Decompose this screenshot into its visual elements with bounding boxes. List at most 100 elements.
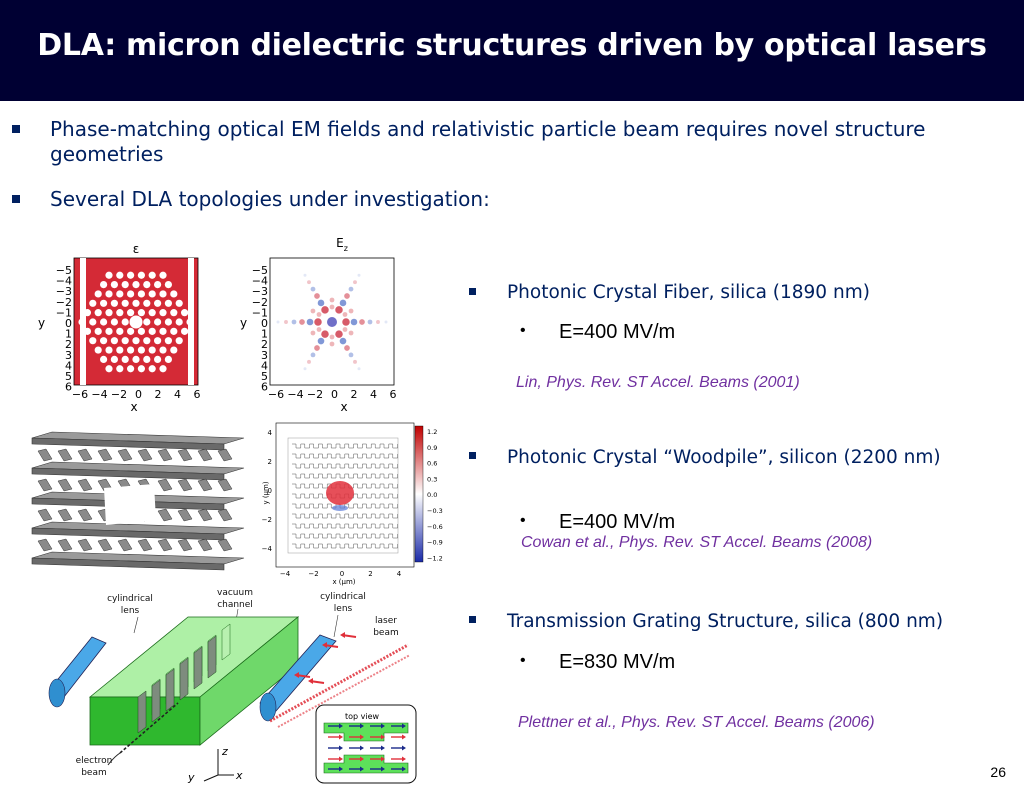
air-hole — [137, 290, 145, 298]
grating-tooth — [207, 635, 217, 679]
air-hole — [94, 309, 102, 317]
air-hole — [175, 337, 183, 345]
tick-label: −4 — [287, 388, 303, 401]
field-arrowhead — [402, 723, 406, 729]
field-arrowhead — [339, 723, 343, 729]
field-lobe — [307, 359, 311, 364]
field-lobe — [344, 345, 350, 351]
field-arrowhead — [402, 734, 406, 740]
vacuum-channel-label-1: vacuum — [217, 588, 253, 598]
grating-teeth — [137, 623, 231, 734]
field-lobe — [353, 280, 357, 285]
topology-grating-citation: Plettner et al., Phys. Rev. ST Accel. Be… — [518, 714, 875, 731]
field-lobe — [353, 359, 357, 364]
air-hole — [164, 337, 172, 345]
tick-label: 0 — [261, 317, 268, 330]
tick-label: −4 — [262, 545, 273, 553]
grating-tooth — [151, 679, 161, 723]
tick-label: 0.3 — [427, 475, 437, 483]
bullet-marker — [469, 288, 476, 295]
field-lobe — [321, 330, 329, 338]
air-hole — [137, 327, 145, 335]
field-lobe — [357, 273, 361, 277]
field-arrowhead — [339, 766, 343, 772]
air-hole — [89, 318, 97, 326]
air-hole — [121, 337, 129, 345]
air-hole — [170, 309, 178, 317]
field-arrowhead — [339, 734, 343, 740]
air-hole — [154, 280, 162, 289]
field-lobe — [317, 299, 325, 307]
air-hole — [186, 318, 194, 326]
field-lobe — [348, 330, 354, 336]
field-arrowhead — [381, 745, 385, 751]
field-lobe — [348, 352, 354, 358]
grating-row — [292, 523, 398, 529]
tick-label: −2 — [307, 388, 323, 401]
field-arrowhead — [381, 766, 385, 772]
woodpile-rod — [157, 538, 173, 552]
grating-structure: cylindrical lens vacuum channel cylindrica… — [48, 588, 417, 784]
field-arrowhead — [381, 734, 385, 740]
air-hole — [164, 355, 172, 364]
tick-label: −6 — [268, 388, 284, 401]
air-hole — [110, 280, 118, 289]
air-hole — [121, 355, 129, 364]
field-arrowhead — [360, 745, 364, 751]
electron-beam-label-1: electron — [76, 756, 113, 766]
grating-tooth — [137, 690, 147, 734]
air-hole — [83, 309, 91, 317]
bullet-phase-matching: Phase-matching optical EM fields and rel… — [50, 117, 926, 166]
tick-label: 2 — [261, 338, 268, 351]
electron-beam — [119, 702, 179, 754]
tick-label: 6 — [261, 381, 268, 394]
air-hole — [110, 355, 118, 364]
field-lobe — [367, 319, 373, 325]
woodpile-rod — [77, 538, 93, 552]
tick-label: 0 — [65, 317, 72, 330]
tick-label: −0.6 — [427, 523, 443, 531]
woodpile-rod — [217, 478, 233, 492]
woodpile-rod — [157, 508, 173, 522]
air-hole — [94, 327, 102, 335]
tick-label: 2 — [65, 338, 72, 351]
laser-arrowhead — [322, 642, 327, 648]
field-lobe — [307, 280, 311, 285]
air-hole — [154, 318, 162, 326]
air-hole — [170, 327, 178, 335]
air-hole — [137, 271, 145, 279]
title-bar — [0, 0, 1024, 101]
tick-label: 4 — [268, 429, 273, 437]
air-hole — [132, 337, 140, 345]
tick-label: 3 — [261, 349, 268, 362]
laser-ray — [269, 643, 409, 723]
tick-label: −4 — [56, 275, 72, 288]
air-hole — [159, 271, 167, 279]
tick-label: 4 — [370, 388, 377, 401]
field-lobe — [321, 306, 329, 314]
woodpile-rod — [37, 538, 53, 552]
field-lobe — [376, 320, 380, 324]
top-view-field-arrows — [328, 723, 406, 772]
air-hole — [105, 309, 113, 317]
air-hole — [154, 355, 162, 364]
field-lobe — [348, 286, 354, 292]
air-hole — [175, 299, 183, 307]
air-hole — [154, 337, 162, 345]
field-arrowhead — [339, 745, 343, 751]
tick-label: −6 — [72, 388, 88, 401]
woodpile-rod — [137, 538, 153, 552]
air-hole — [105, 290, 113, 298]
grating-tooth — [165, 668, 175, 712]
woodpile-rod — [117, 448, 133, 462]
bullet-marker — [469, 452, 476, 459]
woodpile-rod — [117, 538, 133, 552]
plot-title-sub: z — [344, 244, 348, 253]
bullet-dot: • — [520, 652, 526, 669]
slide-title: DLA: micron dielectric structures driven… — [37, 28, 987, 63]
field-lobe — [314, 345, 320, 351]
tick-label: 0.0 — [427, 491, 437, 499]
cyl-lens-right-label-1: cylindrical — [320, 592, 366, 602]
